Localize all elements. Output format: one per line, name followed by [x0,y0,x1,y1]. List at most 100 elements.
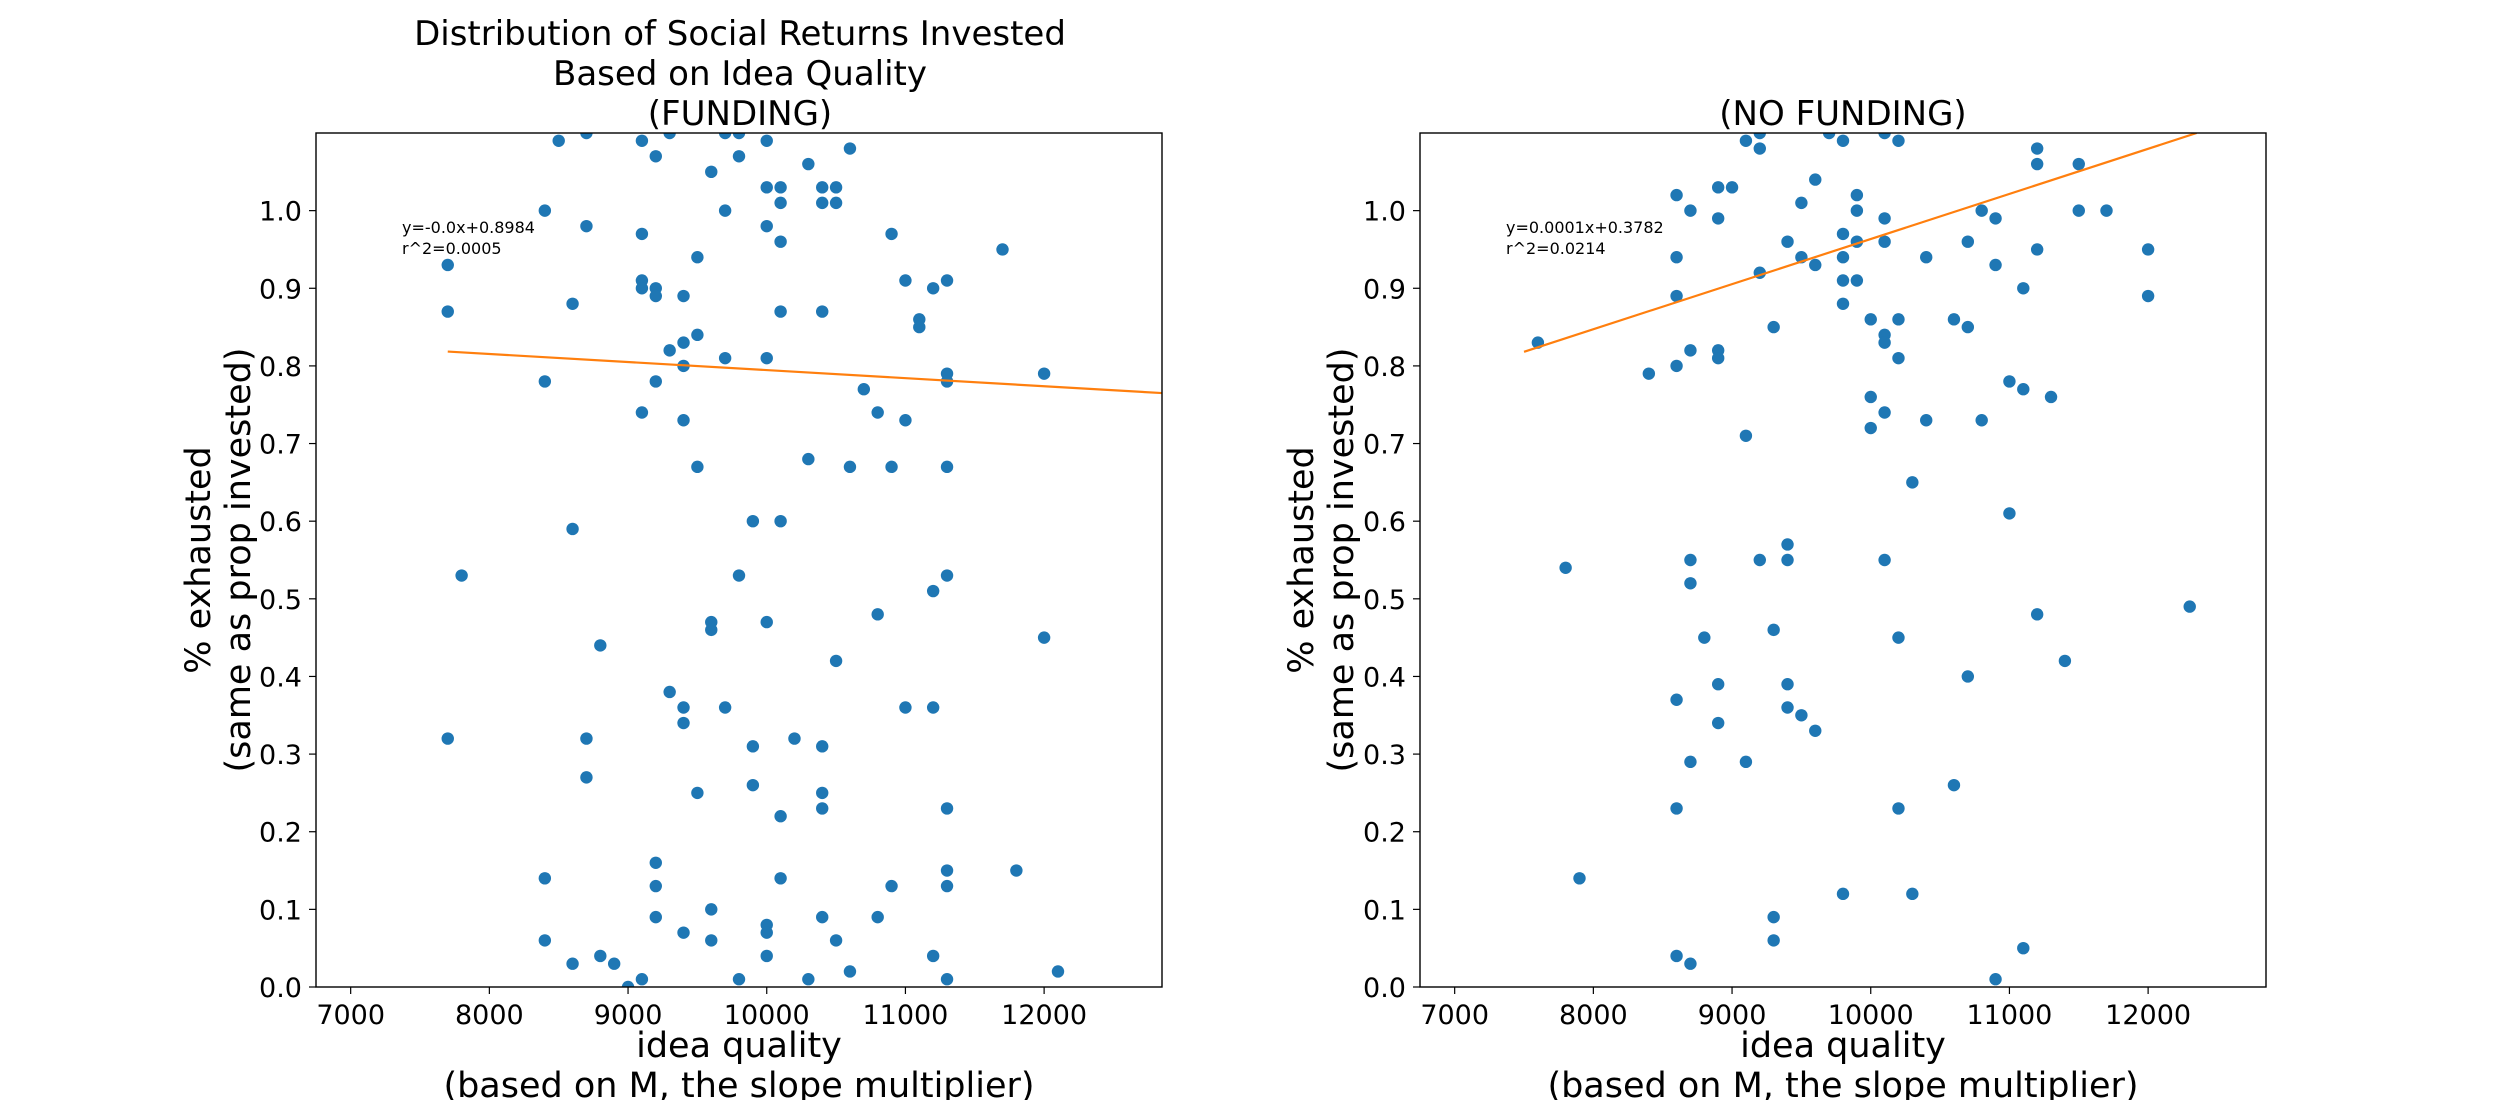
regression-annotation: y=-0.0x+0.8984 [402,218,535,237]
scatter-point [1711,678,1725,691]
scatter-point [940,802,954,815]
scatter-point [1975,414,1988,427]
scatter-point [1559,561,1572,574]
scatter-point [635,282,649,295]
scatter-point [843,965,857,978]
scatter-point [760,615,773,629]
scatter-point [926,584,940,598]
y-tick-label: 0.4 [1363,662,1406,693]
y-tick-label: 0.7 [259,430,302,461]
y-tick-label: 0.7 [1363,430,1406,461]
scatter-point [2141,243,2155,256]
scatter-point [1836,227,1850,241]
scatter-point [2058,654,2072,668]
scatter-point [441,732,454,745]
scatter-point [802,157,815,171]
scatter-point [857,383,871,396]
scatter-point [691,786,704,800]
scatter-point [1711,351,1725,365]
x-tick-label: 12000 [1001,1000,1087,1031]
scatter-point [913,320,926,334]
y-tick-label: 0.2 [1363,818,1406,849]
scatter-point [677,289,690,303]
scatter-point [2030,243,2044,256]
scatter-point [649,856,662,869]
scatter-point [2183,600,2196,613]
scatter-point [1739,134,1753,147]
scatter-point [580,732,593,745]
y-tick-label: 0.3 [1363,740,1406,771]
y-axis-label: (same as prop invested) [1322,347,1362,772]
scatter-point [2044,390,2058,404]
scatter-point [1906,887,1919,901]
scatter-point [885,460,898,474]
scatter-point [1961,320,1975,334]
scatter-point [1878,336,1891,349]
y-tick-label: 0.8 [1363,352,1406,383]
scatter-point [1573,872,1586,885]
y-tick-label: 0.0 [259,973,302,1004]
scatter-point [899,701,912,714]
scatter-point [1670,359,1683,373]
regression-annotation: r^2=0.0214 [1506,239,1606,258]
regression-line [447,350,1162,395]
scatter-point [649,910,662,924]
scatter-point [1781,538,1794,551]
scatter-point [926,282,940,295]
scatter-point [1037,631,1051,644]
scatter-point [538,204,552,217]
scatter-point [926,701,940,714]
scatter-point [1809,173,1822,186]
scatter-point [774,514,787,528]
scatter-point [816,196,829,210]
scatter-point [1989,973,2002,986]
scatter-point [1684,204,1697,217]
scatter-point [1864,421,1877,435]
scatter-point [1010,864,1023,877]
scatter-point [1836,251,1850,264]
scatter-point [816,910,829,924]
x-axis-label: (based on M, the slope multiplier) [443,1066,1034,1100]
scatter-point [802,452,815,466]
scatter-point [732,973,746,986]
x-tick-label: 10000 [724,1000,810,1031]
scatter-point [1670,251,1683,264]
scatter-point [1892,351,1905,365]
scatter-point [1725,181,1739,194]
scatter-point [1864,313,1877,326]
scatter-point [1836,274,1850,287]
scatter-points [441,133,1065,987]
scatter-point [691,328,704,342]
scatter-point [2072,157,2085,171]
scatter-point [635,973,649,986]
y-tick-label: 0.9 [259,274,302,305]
x-tick-label: 12000 [2105,1000,2191,1031]
scatter-point [1878,235,1891,248]
scatter-point [1670,802,1683,815]
scatter-point [441,258,454,272]
scatter-point [1850,188,1864,202]
x-axis-label: idea quality [1740,1026,1946,1066]
y-tick-label: 0.9 [1363,274,1406,305]
x-tick-label: 11000 [862,1000,948,1031]
scatter-point [816,181,829,194]
scatter-point [1711,212,1725,225]
scatter-point [1989,212,2002,225]
y-tick-label: 0.3 [259,740,302,771]
scatter-point [649,375,662,388]
scatter-point [1739,755,1753,769]
scatter-point [829,654,843,668]
regression-line [1523,133,2197,353]
scatter-point [2072,204,2085,217]
scatter-point [538,872,552,885]
y-tick-label: 0.6 [1363,507,1406,538]
scatter-point [1906,476,1919,489]
scatter-point [1767,320,1780,334]
scatter-point [677,716,690,730]
x-tick-label: 9000 [594,1000,663,1031]
scatter-point [829,934,843,947]
scatter-point [940,460,954,474]
no-funding-scatter-panel: (NO FUNDING) 0.0 0.1 0.2 0.3 0.4 0.5 0.6 0.7 0.8 0… [1282,94,2267,1100]
scatter-point [1684,577,1697,590]
